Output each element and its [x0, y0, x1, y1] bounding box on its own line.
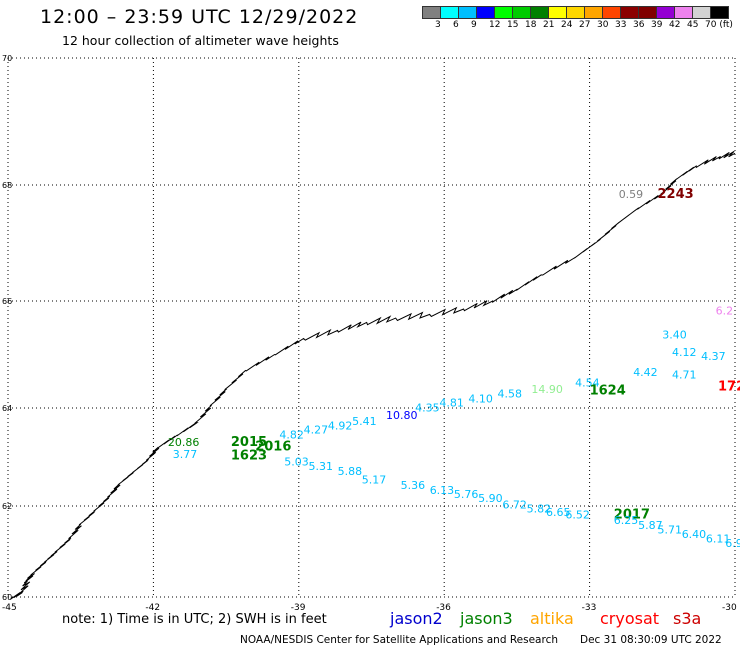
wave-height-value: 4.35 — [415, 401, 440, 414]
wave-height-value: 6.13 — [430, 484, 455, 497]
wave-height-value: 6.25 — [614, 514, 639, 527]
wave-height-value: 6.52 — [565, 509, 590, 522]
color-legend-label: 27 — [579, 20, 591, 30]
wave-height-value: 0.59 — [619, 188, 644, 201]
wave-height-value: 4.92 — [328, 420, 353, 433]
credit-line: NOAA/NESDIS Center for Satellite Applica… — [240, 634, 558, 646]
coastline-path — [10, 150, 736, 600]
wave-height-color-legend — [422, 6, 729, 19]
color-legend-label: 70 (ft) — [705, 20, 733, 30]
lon-tick-label: -33 — [582, 603, 597, 613]
lat-tick-label: 68 — [2, 181, 12, 190]
color-legend-label: 33 — [615, 20, 627, 30]
wave-height-value: 6.72 — [502, 498, 527, 511]
wave-height-value: 3.77 — [173, 448, 198, 461]
color-legend-labels: 3 6 9 12 15 18 21 24 27 30 33 36 39 42 45 70 (ft) — [422, 20, 740, 34]
wave-height-value: 4.54 — [575, 377, 600, 390]
pass-time-label: 2016 — [255, 440, 291, 455]
pass-time-label: 2243 — [658, 187, 694, 202]
wave-height-value: 6.40 — [682, 528, 707, 541]
wave-height-value: 4.37 — [701, 350, 726, 363]
wave-height-value: 4.10 — [468, 393, 493, 406]
color-legend-label: 15 — [507, 20, 519, 30]
mission-jason2: jason2 — [390, 609, 443, 628]
lat-tick-label: 60 — [2, 593, 12, 602]
wave-height-value: 5.41 — [352, 415, 377, 428]
wave-height-value: 5.36 — [401, 479, 426, 492]
axis-tick-labels: 70 68 66 64 62 60-45 -42 -39 -36 -33 -30 — [2, 54, 737, 613]
color-legend-label: 30 — [597, 20, 609, 30]
mission-s3a: s3a — [673, 609, 702, 628]
color-legend-label: 18 — [525, 20, 537, 30]
wave-height-value: 5.17 — [362, 474, 387, 487]
color-legend-label: 36 — [633, 20, 645, 30]
lat-tick-label: 66 — [2, 297, 12, 306]
mission-jason3: jason3 — [460, 609, 513, 628]
wave-height-value: 20.86 — [168, 436, 200, 449]
mission-cryosat: cryosat — [600, 609, 660, 628]
lon-tick-label: -30 — [722, 603, 737, 613]
color-legend-label: 42 — [669, 20, 681, 30]
wave-height-value: 5.90 — [478, 492, 503, 505]
lon-tick-label: -39 — [291, 603, 306, 613]
wave-height-value: 5.03 — [284, 455, 309, 468]
wave-height-value: 4.12 — [672, 346, 697, 359]
wave-height-value: 5.76 — [454, 488, 479, 501]
wave-height-value: 5.88 — [338, 465, 363, 478]
lat-tick-label: 64 — [2, 404, 12, 413]
wave-height-value: 4.82 — [279, 428, 304, 441]
lat-tick-label: 62 — [2, 502, 12, 511]
color-legend-label: 21 — [543, 20, 555, 30]
pass-time-label: 2015 — [231, 435, 267, 450]
lon-tick-label: -45 — [2, 603, 17, 613]
wave-height-value: 3.40 — [662, 329, 687, 342]
map-subtitle: 12 hour collection of altimeter wave hei… — [62, 33, 339, 48]
pass-time-label: 2017 — [614, 507, 650, 522]
units-note: note: 1) Time is in UTC; 2) SWH is in fe… — [62, 612, 327, 627]
color-legend-label: 3 — [435, 20, 441, 30]
lon-tick-label: -36 — [436, 603, 451, 613]
greenland-coastline — [10, 150, 736, 600]
color-legend-label: 24 — [561, 20, 573, 30]
wave-height-value: 6.65 — [546, 506, 571, 519]
wave-height-value: 6.2 — [716, 304, 734, 317]
pass-time-label: 1624 — [590, 384, 626, 399]
wave-height-value: 5.82 — [527, 502, 552, 515]
color-swatch — [710, 6, 729, 19]
wave-height-value: 4.58 — [498, 387, 523, 400]
lat-tick-label: 70 — [2, 54, 12, 63]
pass-time-label: 172 — [718, 379, 740, 394]
lon-tick-label: -42 — [145, 603, 160, 613]
wave-height-value: 4.71 — [672, 369, 697, 382]
wave-height-labels: 0.59 2243 6.2 3.40 4.12 4.37 4.71 172 4.42 4.54 14… — [168, 187, 740, 550]
generated-timestamp: Dec 31 08:30:09 UTC 2022 — [580, 634, 722, 646]
wave-height-value: 5.31 — [309, 460, 334, 473]
wave-height-value: 5.87 — [638, 519, 663, 532]
wave-height-value: 4.27 — [304, 424, 329, 437]
color-legend-label: 6 — [453, 20, 459, 30]
pass-time-label: 1623 — [231, 448, 267, 463]
wave-height-value: 6.11 — [706, 532, 731, 545]
mission-altika: altika — [530, 609, 574, 628]
wave-height-value: 5.71 — [658, 523, 683, 536]
wave-height-value: 10.80 — [386, 409, 418, 422]
wave-height-value: 14.90 — [531, 383, 563, 396]
wave-height-value: 6.93 — [725, 537, 740, 550]
color-legend-label: 39 — [651, 20, 663, 30]
wave-height-value: 4.42 — [633, 366, 658, 379]
color-legend-label: 12 — [489, 20, 501, 30]
color-legend-label: 45 — [687, 20, 699, 30]
map-title: 12:00 – 23:59 UTC 12/29/2022 — [40, 6, 359, 28]
wave-height-value: 4.81 — [439, 396, 464, 409]
color-legend-label: 9 — [471, 20, 477, 30]
